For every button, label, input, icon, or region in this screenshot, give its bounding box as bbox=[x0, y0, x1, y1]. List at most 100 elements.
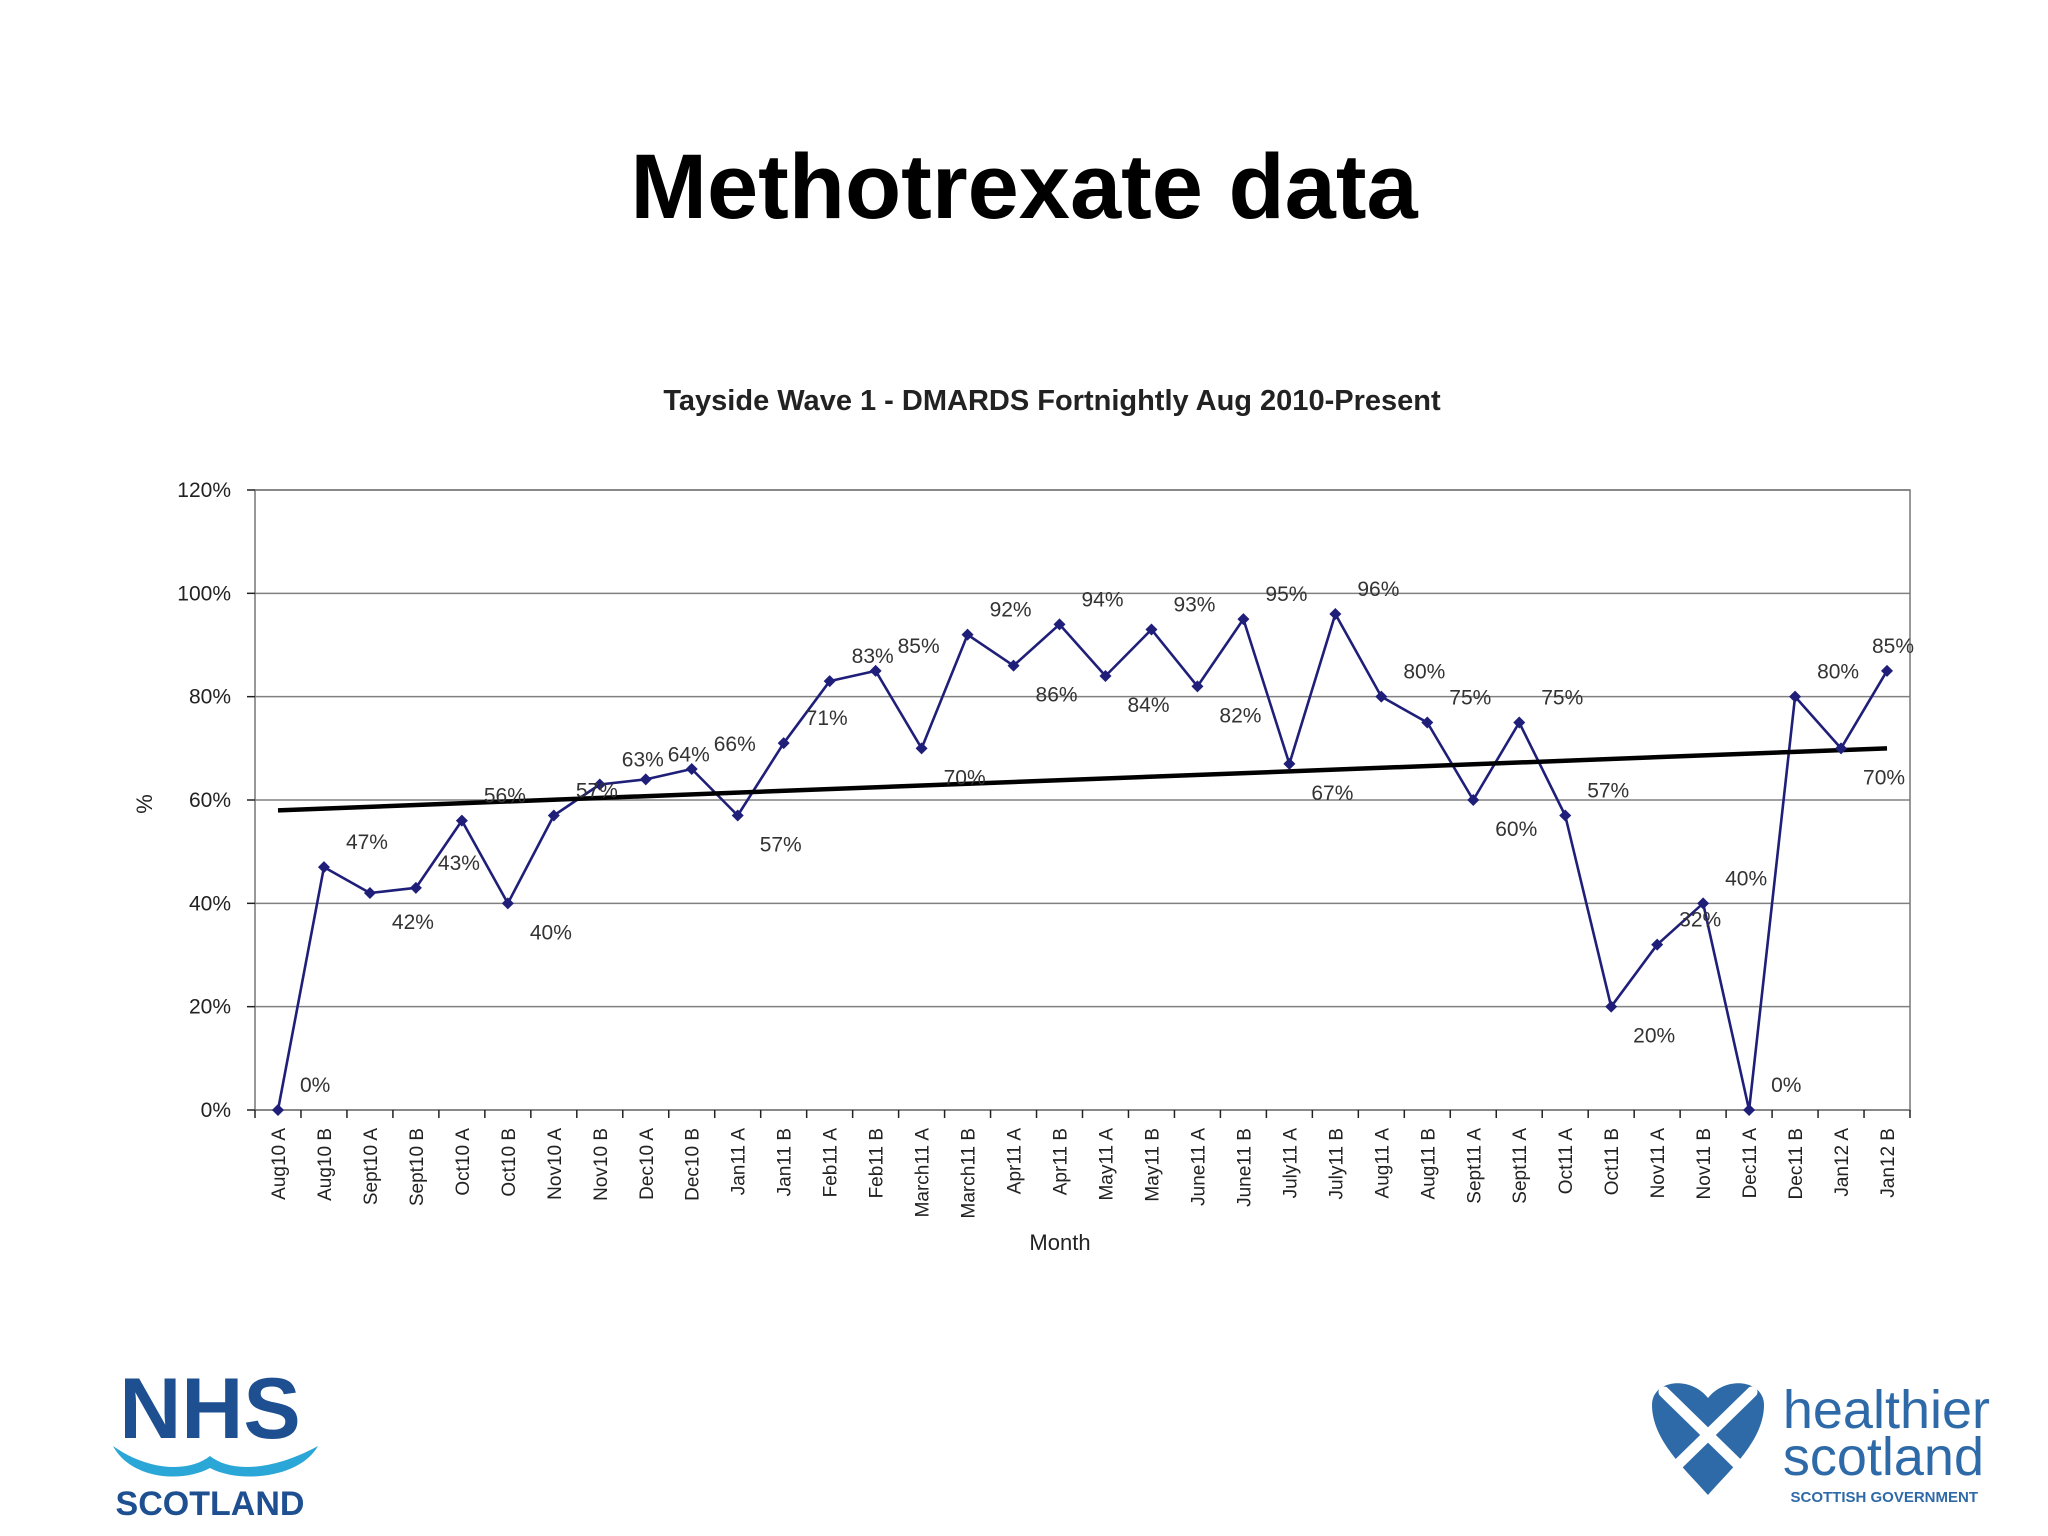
data-point bbox=[1651, 938, 1664, 951]
data-label: 57% bbox=[576, 780, 618, 803]
data-label: 47% bbox=[346, 831, 388, 854]
data-point bbox=[869, 664, 882, 677]
x-tick-label: Nov10 B bbox=[591, 1128, 612, 1201]
data-label: 0% bbox=[300, 1074, 330, 1097]
data-point bbox=[1513, 716, 1526, 729]
x-tick-label: Aug10 B bbox=[315, 1128, 336, 1201]
data-point bbox=[409, 881, 422, 894]
data-label: 93% bbox=[1173, 594, 1215, 617]
data-point bbox=[685, 763, 698, 775]
data-label: 64% bbox=[668, 743, 710, 766]
x-tick-label: Sept11 A bbox=[1510, 1128, 1531, 1204]
data-point bbox=[1191, 680, 1204, 693]
y-tick-label: 0% bbox=[201, 1099, 231, 1122]
data-point bbox=[1053, 618, 1066, 631]
data-point bbox=[1743, 1104, 1756, 1116]
y-tick-label: 80% bbox=[189, 686, 231, 709]
y-tick-label: 100% bbox=[177, 582, 231, 605]
data-point bbox=[1375, 690, 1388, 703]
data-label: 70% bbox=[944, 766, 986, 789]
x-tick-label: Sept10 A bbox=[361, 1128, 382, 1205]
x-tick-label: Nov10 A bbox=[545, 1128, 566, 1200]
label-layer: 0%47%42%43%56%40%57%63% 64% 66%57%71%83% 85… bbox=[300, 578, 1914, 1097]
data-label: 95% bbox=[1265, 583, 1307, 606]
x-tick-label: Apr11 B bbox=[1051, 1128, 1072, 1195]
x-tick-label: Oct10 A bbox=[453, 1128, 474, 1196]
data-point bbox=[1881, 664, 1894, 677]
data-label: 60% bbox=[1495, 818, 1537, 841]
data-point bbox=[961, 628, 974, 641]
x-tick-label: Jan11 B bbox=[775, 1128, 796, 1196]
x-tick-label: Apr11 A bbox=[1005, 1128, 1026, 1195]
chart-title: Tayside Wave 1 - DMARDS Fortnightly Aug … bbox=[663, 385, 1441, 417]
data-label: 92% bbox=[990, 599, 1032, 622]
data-label: 85% bbox=[898, 635, 940, 658]
data-label: 0% bbox=[1771, 1074, 1801, 1097]
data-point bbox=[777, 737, 790, 750]
data-label: 57% bbox=[1587, 780, 1629, 803]
x-tick-label: July11 A bbox=[1280, 1128, 1301, 1199]
x-tick-label: Jan12 A bbox=[1832, 1128, 1853, 1197]
data-label: 85% bbox=[1872, 635, 1914, 658]
x-tick-label: Feb11 A bbox=[821, 1128, 842, 1198]
data-point bbox=[1789, 690, 1802, 703]
data-label: 96% bbox=[1357, 578, 1399, 601]
data-point bbox=[1467, 794, 1480, 806]
data-point bbox=[271, 1104, 284, 1116]
data-point bbox=[547, 809, 560, 822]
y-axis-title: % bbox=[132, 794, 157, 814]
x-tick-label: Nov11 B bbox=[1694, 1128, 1715, 1199]
data-label: 84% bbox=[1127, 694, 1169, 717]
data-label: 94% bbox=[1082, 588, 1124, 611]
data-point bbox=[1835, 742, 1848, 755]
y-tick-label: 40% bbox=[189, 892, 231, 915]
x-tick-label: Aug10 A bbox=[269, 1128, 290, 1200]
data-label: 70% bbox=[1863, 766, 1905, 789]
data-point bbox=[501, 897, 514, 910]
saltire-cross-icon bbox=[1658, 1386, 1758, 1484]
y-tick-label: 20% bbox=[189, 996, 231, 1019]
x-tick-label: Jan11 A bbox=[729, 1128, 750, 1196]
x-tick-label: May11 A bbox=[1096, 1128, 1117, 1201]
data-point bbox=[731, 809, 744, 822]
data-label: 75% bbox=[1541, 687, 1583, 710]
x-tick-label: Oct11 A bbox=[1556, 1128, 1577, 1195]
x-tick-label: Sept10 B bbox=[407, 1128, 428, 1206]
data-point bbox=[1697, 897, 1710, 910]
x-tick-label: Dec11 A bbox=[1740, 1128, 1761, 1199]
data-point bbox=[593, 778, 606, 791]
trendline bbox=[277, 746, 1888, 813]
data-point bbox=[1145, 623, 1158, 636]
x-tick-label: Oct10 B bbox=[499, 1128, 520, 1197]
data-point bbox=[455, 814, 468, 827]
data-label: 86% bbox=[1036, 684, 1078, 707]
data-point bbox=[1237, 613, 1250, 626]
data-point bbox=[1329, 608, 1342, 620]
data-point bbox=[317, 861, 330, 874]
hs-logo-subtext: SCOTTISH GOVERNMENT bbox=[1790, 1489, 1978, 1506]
data-label: 63% bbox=[622, 749, 664, 772]
data-label: 80% bbox=[1817, 661, 1859, 684]
y-tick-label: 60% bbox=[189, 789, 231, 812]
x-tick-label: Nov11 A bbox=[1648, 1128, 1669, 1199]
x-tick-label: Jan12 B bbox=[1878, 1128, 1899, 1198]
hs-logo-line2: scotland bbox=[1783, 1427, 1984, 1487]
x-tick-label: Dec10 B bbox=[683, 1128, 704, 1201]
data-label: 20% bbox=[1633, 1025, 1675, 1048]
x-tick-label: Aug11 A bbox=[1372, 1128, 1393, 1199]
x-axis-title: Month bbox=[1029, 1230, 1090, 1255]
x-tick-label: Oct11 B bbox=[1602, 1128, 1623, 1195]
data-label: 75% bbox=[1449, 687, 1491, 710]
data-point bbox=[1283, 757, 1296, 770]
data-label: 40% bbox=[530, 921, 572, 944]
y-tick-label: 120% bbox=[177, 479, 231, 502]
data-label: 82% bbox=[1219, 704, 1261, 727]
data-label: 40% bbox=[1725, 867, 1767, 890]
x-tick-label: June11 A bbox=[1188, 1128, 1209, 1206]
x-tick-label: Aug11 B bbox=[1418, 1128, 1439, 1199]
data-point bbox=[1007, 659, 1020, 672]
data-label: 83% bbox=[852, 645, 894, 668]
x-tick-label: July11 B bbox=[1326, 1128, 1347, 1199]
data-point bbox=[1605, 1000, 1618, 1013]
